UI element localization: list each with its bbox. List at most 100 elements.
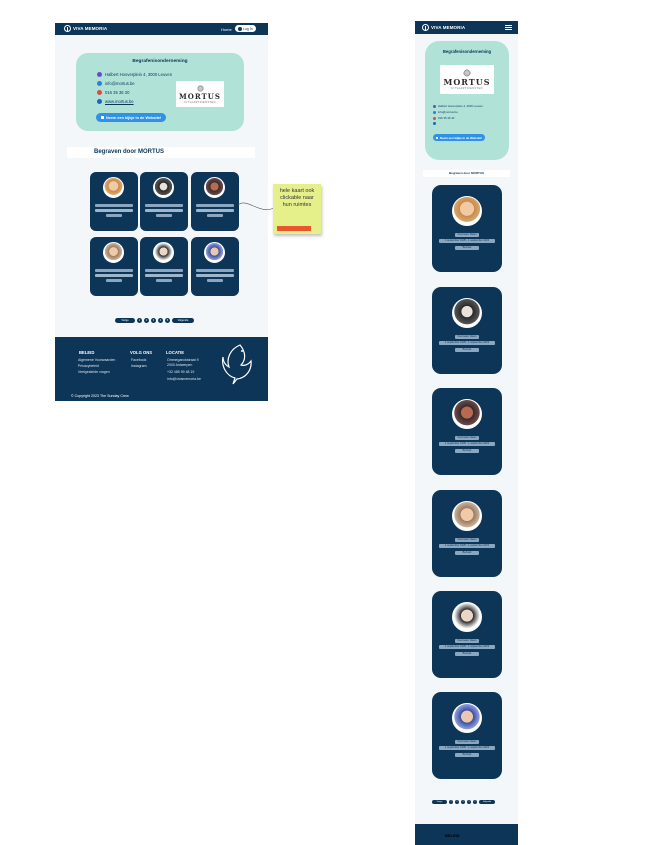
external-link-icon bbox=[101, 116, 104, 119]
person-card[interactable]: Voornaam Naam 1 september 1935 - 1 septe… bbox=[432, 591, 502, 678]
company-card: Begrafenisonderneming Halbert Hooverplei… bbox=[76, 53, 244, 131]
visit-button[interactable] bbox=[106, 214, 122, 217]
footer-address-line: 2000 Antwerpen bbox=[167, 363, 193, 367]
company-email[interactable]: info@mortus.be bbox=[433, 110, 458, 114]
avatar bbox=[103, 242, 124, 263]
hamburger-menu-icon[interactable] bbox=[505, 25, 512, 30]
person-dates: 1 september 1935 - 1 september 2023 bbox=[439, 544, 495, 548]
login-button[interactable]: Log In bbox=[235, 25, 256, 32]
pagination-page-3[interactable]: 3 bbox=[151, 318, 156, 323]
pagination-next-button[interactable]: Volgende bbox=[172, 318, 194, 323]
person-card[interactable] bbox=[90, 172, 138, 231]
pagination-prev-button[interactable]: Vorige bbox=[432, 800, 447, 804]
pagination-page-4[interactable]: 4 bbox=[467, 800, 471, 804]
visit-button[interactable]: Bezoek bbox=[455, 652, 479, 656]
website-button[interactable]: Neem een kijkje in de Website! bbox=[433, 134, 486, 141]
pagination-page-5[interactable]: 5 bbox=[473, 800, 477, 804]
footer-email[interactable]: info@vivamemoria.be bbox=[167, 377, 201, 381]
phone-text: 016 35 36 30 bbox=[105, 90, 130, 95]
company-address: Halbert Hooverplein 4, 3000 Leuven bbox=[433, 104, 483, 108]
pagination-page-2[interactable]: 2 bbox=[144, 318, 149, 323]
person-card[interactable]: Voornaam Naam 1 september 1935 - 1 septe… bbox=[432, 490, 502, 577]
pagination-page-2[interactable]: 2 bbox=[455, 800, 459, 804]
section-title-bar bbox=[67, 147, 255, 158]
nav-home-link[interactable]: Home bbox=[221, 26, 232, 32]
logo-word: MORTUS bbox=[179, 91, 221, 101]
website-button-label: Neem een kijkje in de Website! bbox=[106, 115, 162, 120]
mobile-brand-logo[interactable]: VIVA MEMORIA bbox=[422, 24, 465, 31]
sticky-note-text: hele kaart ook clickable naar hun ruimte… bbox=[279, 188, 315, 208]
visit-button[interactable]: Bezoek bbox=[455, 449, 479, 453]
person-card[interactable] bbox=[191, 237, 239, 296]
pagination-page-5[interactable]: 5 bbox=[165, 318, 170, 323]
footer-link-facebook[interactable]: Facebook bbox=[131, 358, 147, 362]
person-dates: 1 september 1935 - 1 september 2023 bbox=[439, 746, 495, 750]
person-card[interactable]: Voornaam Naam 1 september 1935 - 1 septe… bbox=[432, 185, 502, 272]
visit-button[interactable] bbox=[156, 279, 172, 282]
footer-link[interactable]: Veelgestelde vragen bbox=[78, 370, 110, 374]
visit-button[interactable] bbox=[207, 279, 223, 282]
pagination-next-button[interactable]: Volgende bbox=[479, 800, 495, 804]
dates-placeholder bbox=[95, 209, 133, 212]
company-email[interactable]: info@mortus.be bbox=[97, 81, 135, 86]
brand-logo[interactable]: VIVA MEMORIA bbox=[64, 25, 107, 32]
person-card[interactable]: Voornaam Naam 1 september 1935 - 1 septe… bbox=[432, 388, 502, 475]
pagination-page-3[interactable]: 3 bbox=[461, 800, 465, 804]
avatar bbox=[204, 177, 225, 198]
company-phone[interactable]: 016 35 36 30 bbox=[97, 90, 129, 95]
dates-placeholder bbox=[196, 209, 234, 212]
name-placeholder bbox=[145, 204, 183, 207]
company-website-link[interactable] bbox=[433, 122, 436, 125]
pagination-page-4[interactable]: 4 bbox=[158, 318, 163, 323]
logo-word: MORTUS bbox=[443, 77, 491, 87]
section-title: Begraven door MORTUS bbox=[448, 171, 484, 175]
person-card[interactable] bbox=[140, 237, 188, 296]
avatar bbox=[452, 602, 482, 632]
copyright: © Copyright 2023 The Sunday Crew bbox=[71, 394, 129, 398]
sticky-note: hele kaart ook clickable naar hun ruimte… bbox=[273, 184, 321, 234]
company-heading: Begrafenisonderneming bbox=[132, 59, 188, 64]
logo-sub: UITVAARTDIENSTEN bbox=[451, 87, 483, 90]
footer-link-instagram[interactable]: Instagram bbox=[131, 364, 147, 368]
avatar bbox=[452, 501, 482, 531]
website-button-label: Neem een kijkje in de Website! bbox=[440, 135, 483, 140]
company-logo: MORTUS UITVAARTDIENSTEN bbox=[440, 65, 494, 94]
globe-icon bbox=[97, 99, 102, 104]
visit-button[interactable] bbox=[106, 279, 122, 282]
visit-button[interactable] bbox=[156, 214, 172, 217]
person-card[interactable]: Voornaam Naam 1 september 1935 - 1 septe… bbox=[432, 287, 502, 374]
footer-phone[interactable]: +32 485 99 48 19 bbox=[167, 370, 195, 374]
address-text: Halbert Hooverplein 4, 3000 Leuven bbox=[105, 72, 173, 77]
footer-locatie-title: LOCATIE bbox=[166, 350, 185, 355]
visit-button[interactable] bbox=[207, 214, 223, 217]
visit-button[interactable]: Bezoek bbox=[455, 753, 479, 757]
footer-link[interactable]: Privacybeleid bbox=[78, 364, 99, 368]
phone-icon bbox=[433, 116, 436, 120]
pagination-prev-button[interactable]: Vorige bbox=[115, 318, 135, 323]
pagination-page-1[interactable]: 1 bbox=[449, 800, 453, 804]
visit-button[interactable]: Bezoek bbox=[455, 246, 479, 250]
person-card[interactable] bbox=[191, 172, 239, 231]
footer-link[interactable]: Algemene Voorwaarden bbox=[78, 358, 116, 362]
person-dates: 1 september 1935 - 1 september 2023 bbox=[439, 645, 495, 649]
flower-icon bbox=[196, 84, 204, 92]
website-button[interactable]: Neem een kijkje in de Website! bbox=[96, 113, 167, 122]
company-website[interactable]: www.mortus.be bbox=[97, 99, 134, 104]
visit-button[interactable]: Bezoek bbox=[455, 551, 479, 555]
address-text: Halbert Hooverplein 4, 3000 Leuven bbox=[438, 104, 483, 108]
phone-icon bbox=[97, 90, 102, 95]
person-card[interactable]: Voornaam Naam 1 september 1935 - 1 septe… bbox=[432, 692, 502, 779]
pagination-page-1[interactable]: 1 bbox=[137, 318, 142, 323]
email-text: info@mortus.be bbox=[105, 81, 135, 86]
company-heading: Begrafenisonderneming bbox=[442, 49, 492, 54]
company-phone[interactable]: 016 35 36 30 bbox=[433, 116, 454, 120]
dates-placeholder bbox=[196, 274, 234, 277]
person-name: Voornaam Naam bbox=[455, 335, 479, 339]
person-card[interactable] bbox=[140, 172, 188, 231]
person-card[interactable] bbox=[90, 237, 138, 296]
person-name: Voornaam Naam bbox=[455, 233, 479, 237]
person-dates: 1 september 1935 - 1 september 2023 bbox=[439, 341, 495, 345]
visit-button[interactable]: Bezoek bbox=[455, 348, 479, 352]
location-icon bbox=[97, 72, 102, 77]
